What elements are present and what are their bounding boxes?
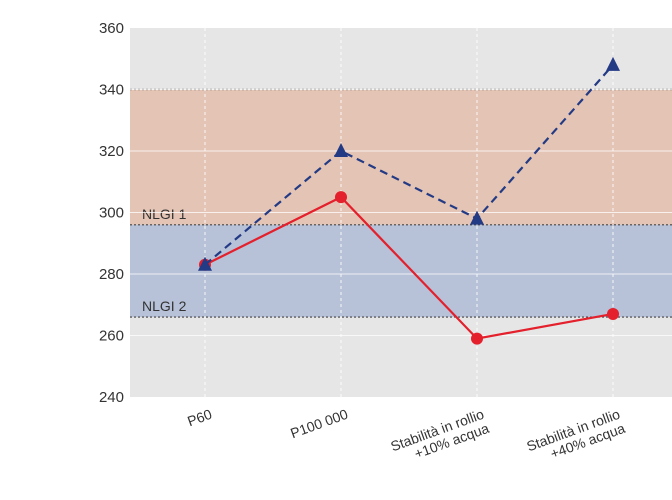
x-axis-ticks: P60 P100 000 Stabilità in rollio+10% acqua…: [185, 406, 627, 469]
series-2-point: [606, 56, 620, 71]
band-label: NLGI 2: [142, 298, 187, 314]
y-axis-ticks: 240 260 280 300 320 340 360: [99, 20, 124, 406]
x-tick-label-text: Stabilità in rollio+10% acqua: [388, 406, 491, 469]
series-2-line: [204, 64, 614, 266]
series-1-point: [335, 191, 347, 204]
y-tick-label: 280: [99, 266, 124, 283]
series-layer: [198, 56, 620, 345]
band-1: [130, 89, 672, 225]
y-tick-label: 260: [99, 328, 124, 345]
band-2: [130, 224, 672, 318]
y-tick-label: 340: [99, 82, 124, 99]
x-tick-label-text: P100 000: [288, 406, 350, 442]
series-2-point: [198, 256, 212, 271]
x-tick-label: P60: [185, 406, 214, 430]
series-2-point: [334, 143, 348, 157]
y-tick-label: 240: [99, 389, 124, 406]
x-tick-label-text: Stabilità in rollio+40% acqua: [524, 406, 627, 469]
series-1-point: [471, 332, 483, 345]
x-tick-label: P100 000: [288, 406, 350, 442]
x-tick-label-line: P100 000: [288, 406, 350, 442]
y-tick-label: 320: [99, 143, 124, 160]
y-tick-label: 360: [99, 20, 124, 37]
x-tick-label-line: P60: [185, 406, 214, 430]
x-tick-label-text: P60: [185, 406, 214, 430]
x-tick-label: Stabilità in rollio+10% acqua: [388, 406, 491, 469]
y-tick-label: 300: [99, 205, 124, 222]
series-1-point: [607, 307, 619, 320]
band-label: NLGI 1: [142, 206, 187, 222]
series-1-line: [204, 195, 614, 340]
nlgi-bands-layer: NLGI 1 NLGI 2: [130, 88, 672, 318]
x-tick-label: Stabilità in rollio+40% acqua: [524, 406, 627, 469]
series-2-point: [470, 210, 484, 225]
